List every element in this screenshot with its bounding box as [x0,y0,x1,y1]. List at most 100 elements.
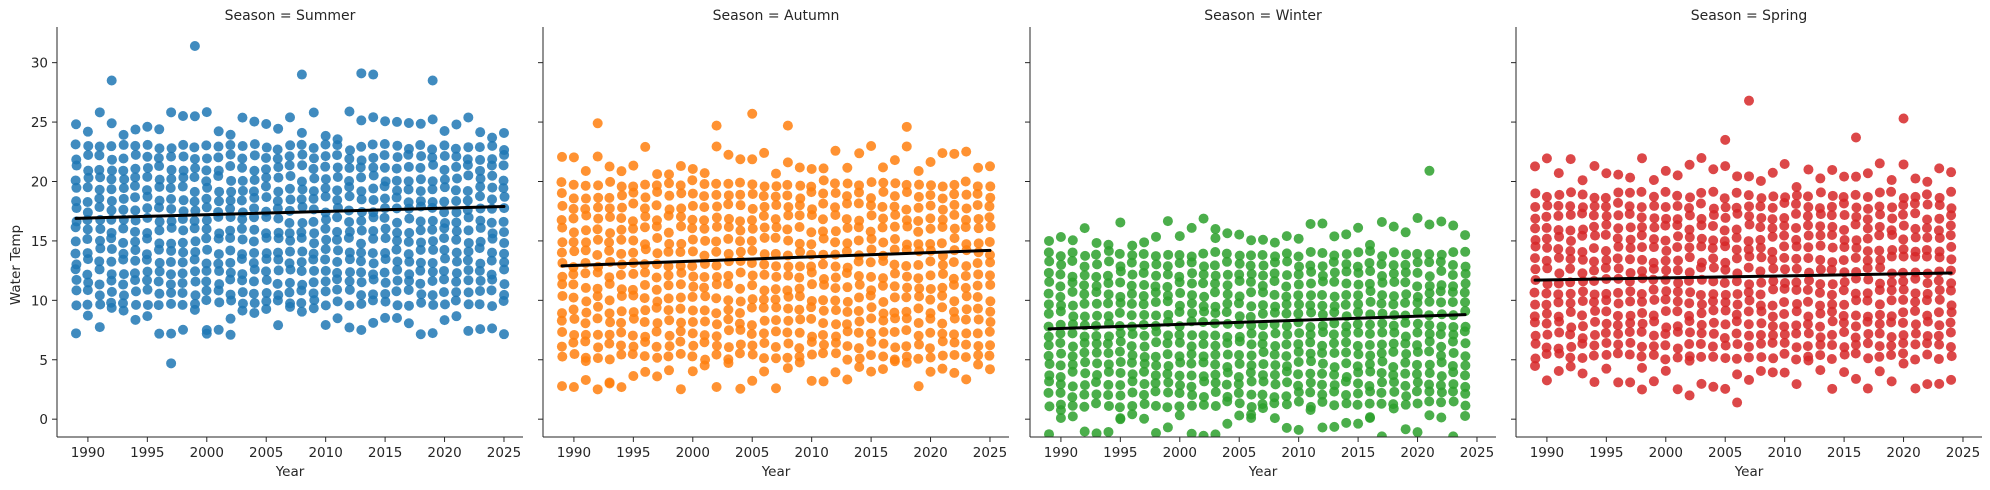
data-point [854,180,865,191]
data-point [1743,287,1754,298]
data-point [1448,220,1459,231]
data-point [580,282,591,293]
data-point [1412,267,1423,278]
data-point [1115,336,1126,347]
data-point [1222,228,1233,239]
x-axis-label: Year [761,464,791,480]
data-point [201,107,212,118]
data-point [451,151,462,162]
outlier-point [901,121,912,132]
data-point [1210,429,1221,437]
data-point [1588,210,1599,221]
data-point [1175,380,1186,391]
data-point [1389,386,1400,397]
data-point [1043,288,1054,299]
data-point [830,305,841,316]
data-point [463,265,474,276]
data-point [368,269,379,280]
data-point [663,227,674,238]
data-point [1601,288,1612,299]
data-point [392,264,403,275]
data-point [1293,339,1304,350]
data-point [1946,278,1957,289]
data-point [1755,365,1766,376]
data-point [878,273,889,284]
data-point [687,246,698,257]
data-point [272,144,283,155]
data-point [1898,244,1909,255]
data-point [106,302,117,313]
y-tick-label: 10 [31,293,48,309]
data-point [1424,271,1435,282]
data-point [356,141,367,152]
data-point [759,338,770,349]
data-point [1802,191,1813,202]
data-point [973,359,984,370]
data-point [1636,341,1647,352]
data-point [1755,234,1766,245]
data-point [830,331,841,342]
data-point [1246,389,1257,400]
data-point [1364,328,1375,339]
data-point [1115,217,1126,228]
data-point [1388,260,1399,271]
data-point [853,271,864,282]
data-point [794,272,805,283]
data-point [1222,269,1233,280]
data-point [711,279,722,290]
data-point [949,148,960,159]
data-point [1707,243,1718,254]
data-point [1376,398,1387,409]
data-point [1672,384,1683,395]
data-point [830,187,841,198]
data-point [1577,296,1588,307]
data-point [392,275,403,286]
data-point [889,221,900,232]
data-point [877,201,888,212]
data-point [711,308,722,319]
data-point [1364,381,1375,392]
data-point [237,162,248,173]
data-point [1779,308,1790,319]
data-point [1092,370,1103,381]
data-point [213,258,224,269]
data-point [865,200,876,211]
data-point [628,198,639,209]
data-point [308,216,319,227]
data-point [1364,239,1375,250]
data-point [866,313,877,324]
data-point [1802,284,1813,295]
data-point [1672,296,1683,307]
data-point [604,192,615,203]
data-point [1317,309,1328,320]
data-point [1448,329,1459,340]
data-point [747,188,758,199]
data-point [487,132,498,143]
data-point [1401,289,1412,300]
data-point [711,340,722,351]
data-point [1553,210,1564,221]
data-point [1150,386,1161,397]
data-point [130,245,141,256]
x-tick-label: 2020 [913,445,947,461]
data-point [735,246,746,257]
data-point [853,305,864,316]
data-point [1388,346,1399,357]
data-point [972,292,983,303]
data-point [568,279,579,290]
data-point [901,306,912,317]
data-point [949,329,960,340]
data-point [1353,349,1364,360]
data-point [1436,280,1447,291]
data-point [807,331,818,342]
data-point [1210,340,1221,351]
data-point [94,150,105,161]
data-point [1353,388,1364,399]
data-point [498,160,509,171]
data-point [1565,352,1576,363]
data-point [1613,263,1624,274]
data-point [1104,256,1115,267]
data-point [759,285,770,296]
data-point [1768,276,1779,287]
data-point [403,197,414,208]
